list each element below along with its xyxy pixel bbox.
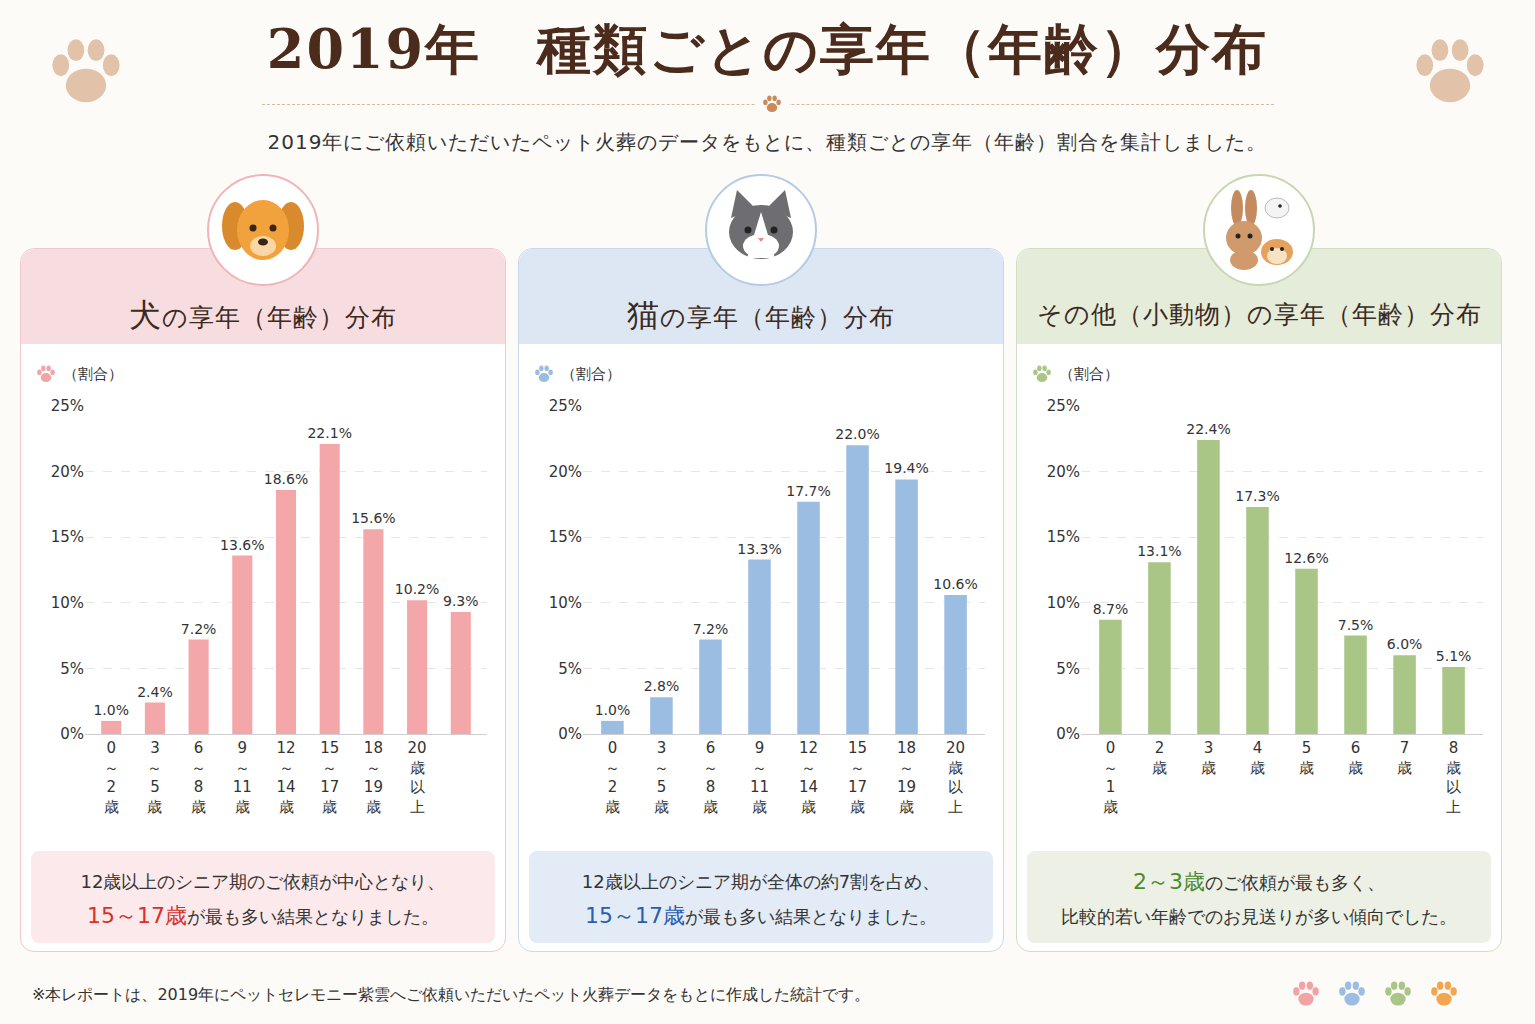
svg-text:3～5歳: 3～5歳	[654, 739, 669, 816]
svg-text:5%: 5%	[1056, 660, 1080, 678]
svg-text:9～11歳: 9～11歳	[233, 739, 252, 816]
svg-text:10%: 10%	[51, 594, 84, 612]
svg-text:17.7%: 17.7%	[786, 483, 830, 499]
svg-text:18～19歳: 18～19歳	[897, 739, 916, 816]
svg-text:15%: 15%	[51, 528, 84, 546]
svg-text:3～5歳: 3～5歳	[147, 739, 162, 816]
svg-text:5.1%: 5.1%	[1436, 648, 1472, 664]
svg-text:3歳: 3歳	[1201, 739, 1216, 777]
html-text:（割合）: （割合）	[63, 365, 123, 383]
svg-text:6～8歳: 6～8歳	[703, 739, 718, 816]
html-text:2～3歳のご依頼が最も多く、: 2～3歳のご依頼が最も多く、	[1133, 869, 1385, 894]
svg-text:4歳: 4歳	[1250, 739, 1265, 777]
svg-text:19.4%: 19.4%	[884, 460, 928, 476]
svg-text:25%: 25%	[1047, 397, 1080, 415]
svg-text:15%: 15%	[1047, 528, 1080, 546]
svg-text:15%: 15%	[549, 528, 582, 546]
svg-text:2.8%: 2.8%	[644, 678, 680, 694]
svg-text:0～2歳: 0～2歳	[605, 739, 620, 816]
svg-text:22.1%: 22.1%	[307, 425, 351, 441]
svg-text:7歳: 7歳	[1397, 739, 1412, 777]
svg-text:0～2歳: 0～2歳	[104, 739, 119, 816]
svg-text:20歳以上: 20歳以上	[946, 739, 965, 816]
svg-text:2歳: 2歳	[1152, 739, 1167, 777]
svg-text:9～11歳: 9～11歳	[750, 739, 769, 816]
svg-text:1.0%: 1.0%	[93, 702, 129, 718]
svg-text:12～14歳: 12～14歳	[276, 739, 295, 816]
html-text:犬の享年（年齢）分布: 犬の享年（年齢）分布	[129, 296, 397, 334]
html-text:猫の享年（年齢）分布: 猫の享年（年齢）分布	[627, 296, 895, 334]
svg-text:5%: 5%	[558, 660, 582, 678]
html-text:2019年にご依頼いただいたペット火葬のデータをもとに、種類: 2019年にご依頼いただいたペット火葬のデータをもとに、種類ごとの享年（年齢）割…	[267, 130, 1268, 154]
svg-text:20%: 20%	[549, 463, 582, 481]
html-text:15～17歳が最も多い結果となりました。: 15～17歳が最も多い結果となりました。	[585, 903, 937, 928]
html-text:12歳以上のシニア期のご依頼が中心となり、: 12歳以上のシニア期のご依頼が中心となり、	[80, 871, 446, 892]
svg-text:17.3%: 17.3%	[1235, 488, 1279, 504]
html-text:（割合）: （割合）	[561, 365, 621, 383]
svg-text:25%: 25%	[549, 397, 582, 415]
svg-text:7.2%: 7.2%	[181, 621, 217, 637]
svg-text:13.1%: 13.1%	[1137, 543, 1181, 559]
svg-text:15～17歳: 15～17歳	[320, 739, 339, 816]
html-text:その他（小動物）の享年（年齢）分布: その他（小動物）の享年（年齢）分布	[1036, 300, 1482, 329]
svg-text:10%: 10%	[1047, 594, 1080, 612]
svg-text:0%: 0%	[60, 725, 84, 743]
svg-text:25%: 25%	[51, 397, 84, 415]
svg-text:8.7%: 8.7%	[1093, 601, 1129, 617]
html-text:12歳以上のシニア期が全体の約7割を占め、: 12歳以上のシニア期が全体の約7割を占め、	[581, 871, 941, 892]
svg-text:8歳以上: 8歳以上	[1446, 739, 1461, 816]
svg-text:13.3%: 13.3%	[737, 541, 781, 557]
svg-text:6.0%: 6.0%	[1387, 636, 1423, 652]
svg-text:22.4%: 22.4%	[1186, 421, 1230, 437]
svg-text:0%: 0%	[1056, 725, 1080, 743]
svg-text:5%: 5%	[60, 660, 84, 678]
svg-text:6～8歳: 6～8歳	[191, 739, 206, 816]
svg-text:20歳以上: 20歳以上	[408, 739, 427, 816]
svg-text:7.2%: 7.2%	[693, 621, 729, 637]
html-text:比較的若い年齢でのお見送りが多い傾向でした。: 比較的若い年齢でのお見送りが多い傾向でした。	[1061, 906, 1457, 927]
svg-text:15.6%: 15.6%	[351, 510, 395, 526]
svg-text:9.3%: 9.3%	[443, 593, 479, 609]
svg-text:0～1歳: 0～1歳	[1103, 739, 1118, 816]
svg-text:2.4%: 2.4%	[137, 684, 173, 700]
svg-text:12～14歳: 12～14歳	[799, 739, 818, 816]
svg-text:10.2%: 10.2%	[395, 581, 439, 597]
svg-text:1.0%: 1.0%	[595, 702, 631, 718]
svg-text:12.6%: 12.6%	[1284, 550, 1328, 566]
html-text:2019年 種類ごとの享年（年齢）分布: 2019年 種類ごとの享年（年齢）分布	[266, 17, 1269, 81]
svg-text:0%: 0%	[558, 725, 582, 743]
svg-text:5歳: 5歳	[1299, 739, 1314, 777]
svg-text:15～17歳: 15～17歳	[848, 739, 867, 816]
svg-text:22.0%: 22.0%	[835, 426, 879, 442]
html-text:15～17歳が最も多い結果となりました。: 15～17歳が最も多い結果となりました。	[87, 903, 439, 928]
svg-text:20%: 20%	[51, 463, 84, 481]
svg-text:20%: 20%	[1047, 463, 1080, 481]
svg-text:6歳: 6歳	[1348, 739, 1363, 777]
svg-text:10%: 10%	[549, 594, 582, 612]
svg-text:10.6%: 10.6%	[933, 576, 977, 592]
html-text:（割合）: （割合）	[1059, 365, 1119, 383]
svg-text:18～19歳: 18～19歳	[364, 739, 383, 816]
svg-text:7.5%: 7.5%	[1338, 617, 1374, 633]
html-text:※本レポートは、2019年にペットセレモニー紫雲へご依頼いた: ※本レポートは、2019年にペットセレモニー紫雲へご依頼いただいたペット火葬デー…	[32, 985, 871, 1004]
svg-text:18.6%: 18.6%	[264, 471, 308, 487]
svg-text:13.6%: 13.6%	[220, 537, 264, 553]
